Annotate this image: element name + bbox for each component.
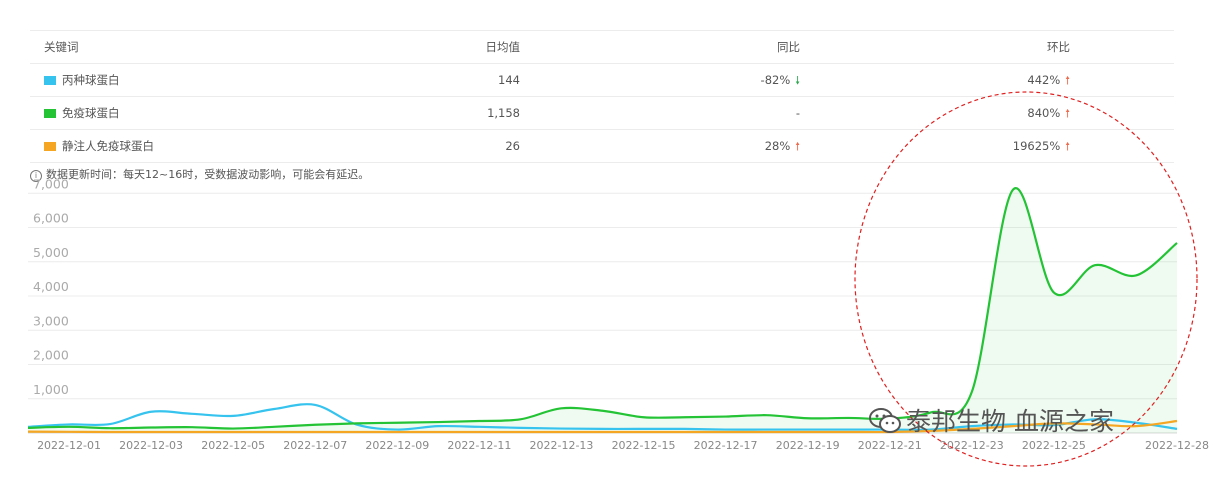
- table-row: 静注人免疫球蛋白 26 28% 🠕 19625% 🠕: [30, 130, 1174, 163]
- yoy-value: -: [795, 106, 800, 120]
- header-yoy: 同比: [777, 40, 800, 54]
- series-swatch: [44, 109, 56, 118]
- x-tick-label: 2022-12-21: [858, 439, 922, 452]
- mom-up-arrow-icon: 🠕: [1065, 140, 1070, 153]
- x-tick-label: 2022-12-13: [529, 439, 593, 452]
- x-tick-label: 2022-12-28: [1145, 439, 1209, 452]
- series-line: [27, 419, 1178, 434]
- header-keyword: 关键词: [44, 40, 79, 54]
- wechat-icon: [869, 408, 901, 433]
- row-yoy: -82% 🠗: [700, 64, 800, 97]
- yoy-value: 28%: [764, 139, 791, 153]
- highlight-ellipse: [854, 91, 1198, 467]
- row-avg: 26: [505, 139, 520, 153]
- series-area: [28, 188, 1177, 433]
- keyword-table: 关键词 日均值 同比 环比 丙种球蛋白 144 -82% 🠗 442% 🠕 免疫球蛋白 1,1…: [30, 30, 1174, 163]
- table-row: 丙种球蛋白 144 -82% 🠗 442% 🠕: [30, 64, 1174, 97]
- yoy-up-arrow-icon: 🠕: [795, 140, 800, 153]
- row-avg: 144: [498, 73, 520, 87]
- x-tick-label: 2022-12-23: [940, 439, 1004, 452]
- series-line: [27, 187, 1178, 430]
- y-tick-label: 3,000: [33, 313, 69, 328]
- x-tick-label: 2022-12-05: [201, 439, 265, 452]
- row-keyword: 静注人免疫球蛋白: [44, 130, 154, 162]
- yoy-down-arrow-icon: 🠗: [795, 74, 800, 87]
- mom-value: 840%: [1027, 106, 1061, 120]
- row-keyword: 免疫球蛋白: [44, 97, 120, 129]
- x-tick-label: 2022-12-17: [694, 439, 758, 452]
- keyword-label: 丙种球蛋白: [62, 73, 120, 87]
- keyword-label: 免疫球蛋白: [62, 106, 120, 120]
- x-tick-label: 2022-12-15: [612, 439, 676, 452]
- header-avg: 日均值: [485, 40, 521, 54]
- x-tick-label: 2022-12-09: [365, 439, 429, 452]
- row-mom: 19625% 🠕: [970, 130, 1070, 163]
- mom-value: 19625%: [1012, 139, 1061, 153]
- x-tick-label: 2022-12-01: [37, 439, 101, 452]
- row-mom: 840% 🠕: [970, 97, 1070, 130]
- y-tick-label: 5,000: [33, 245, 69, 260]
- y-tick-label: 1,000: [33, 382, 69, 397]
- watermark-text: 泰邦生物 血源之家: [906, 407, 1114, 436]
- header-mom: 环比: [1047, 40, 1070, 54]
- y-tick-label: 7,000: [33, 176, 69, 191]
- mom-value: 442%: [1027, 73, 1061, 87]
- update-note-text: 数据更新时间：每天12~16时，受数据波动影响，可能会有延迟。: [46, 168, 370, 181]
- x-tick-label: 2022-12-11: [447, 439, 511, 452]
- table-header: 关键词 日均值 同比 环比: [30, 30, 1174, 64]
- mom-up-arrow-icon: 🠕: [1065, 107, 1070, 120]
- mom-up-arrow-icon: 🠕: [1065, 74, 1070, 87]
- row-keyword: 丙种球蛋白: [44, 64, 120, 96]
- row-yoy: -: [700, 97, 800, 129]
- update-note: i 数据更新时间：每天12~16时，受数据波动影响，可能会有延迟。: [30, 166, 369, 182]
- row-avg: 1,158: [487, 106, 520, 120]
- y-tick-label: 2,000: [33, 348, 69, 363]
- series-swatch: [44, 142, 56, 151]
- watermark: 泰邦生物 血源之家: [868, 402, 1114, 438]
- row-mom: 442% 🠕: [970, 64, 1070, 97]
- keyword-label: 静注人免疫球蛋白: [62, 139, 154, 153]
- y-tick-label: 4,000: [33, 279, 69, 294]
- x-tick-label: 2022-12-25: [1022, 439, 1086, 452]
- series-swatch: [44, 76, 56, 85]
- yoy-value: -82%: [760, 73, 791, 87]
- x-tick-label: 2022-12-07: [283, 439, 347, 452]
- x-tick-label: 2022-12-19: [776, 439, 840, 452]
- info-icon: i: [30, 170, 42, 182]
- table-row: 免疫球蛋白 1,158 - 840% 🠕: [30, 97, 1174, 130]
- row-yoy: 28% 🠕: [700, 130, 800, 163]
- series-line: [27, 403, 1178, 431]
- y-tick-label: 6,000: [33, 211, 69, 226]
- x-tick-label: 2022-12-03: [119, 439, 183, 452]
